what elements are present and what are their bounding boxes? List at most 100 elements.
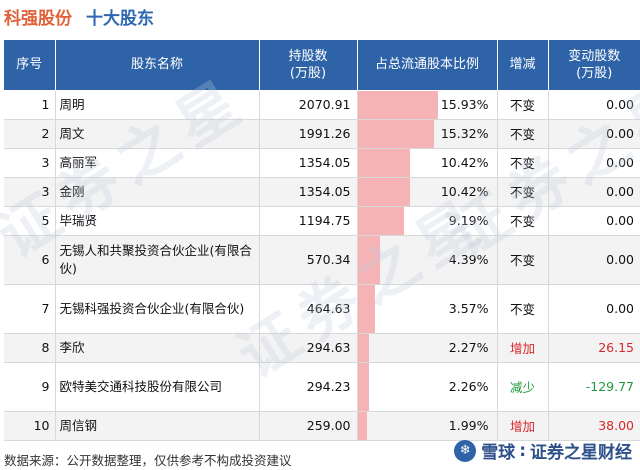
- ratio-cell: 4.39%: [357, 235, 498, 285]
- table-row: 5 毕瑞贤 1194.75 9.19% 不变 0.00: [4, 206, 640, 236]
- ratio-cell: 3.57%: [357, 284, 498, 334]
- shareholder-name-cell: 欧特美交通科技股份有限公司: [55, 362, 260, 412]
- ratio-cell: 9.19%: [357, 206, 498, 236]
- table-row: 8 李欣 294.63 2.27% 增加 26.15: [4, 333, 640, 363]
- source-note: 数据来源：公开数据整理，仅供参考不构成投资建议: [4, 453, 292, 468]
- delta-cell: 38.00: [548, 411, 640, 441]
- col-header-change: 增减: [497, 40, 549, 91]
- shareholder-name-cell: 无锡人和共聚投资合伙企业(有限合伙): [55, 235, 260, 285]
- ratio-cell: 10.42%: [357, 177, 498, 207]
- rank-cell: 6: [4, 235, 56, 285]
- ratio-value: 10.42%: [440, 155, 489, 170]
- table-header-row: 序号 股东名称 持股数 (万股) 占总流通股本比例 增减 变动股数 (万股): [4, 40, 640, 91]
- brand-separator: :: [519, 440, 526, 461]
- change-cell: 不变: [497, 206, 549, 236]
- ratio-value: 1.99%: [448, 418, 489, 433]
- ratio-value: 15.93%: [440, 97, 489, 112]
- delta-cell: 0.00: [548, 90, 640, 120]
- shares-cell: 464.63: [259, 284, 358, 334]
- table-row: 2 周文 1991.26 15.32% 不变 0.00: [4, 119, 640, 149]
- delta-cell: 0.00: [548, 206, 640, 236]
- change-cell: 增加: [497, 333, 549, 363]
- col-header-line: 持股数: [288, 48, 328, 64]
- shareholder-name-cell: 毕瑞贤: [55, 206, 260, 236]
- ratio-value: 9.19%: [448, 213, 489, 228]
- shareholder-name-cell: 李欣: [55, 333, 260, 363]
- col-header-delta: 变动股数 (万股): [548, 40, 640, 91]
- delta-cell: 0.00: [548, 235, 640, 285]
- ratio-cell: 1.99%: [357, 411, 498, 441]
- ratio-cell: 2.27%: [357, 333, 498, 363]
- col-header-line: (万股): [289, 65, 327, 81]
- brand-name: 雪球: [481, 443, 516, 463]
- col-header-line: 变动股数: [568, 48, 621, 64]
- title-bar: 科强股份 十大股东: [4, 2, 154, 30]
- shareholder-name-cell: 周明: [55, 90, 260, 120]
- shareholders-table: 序号 股东名称 持股数 (万股) 占总流通股本比例 增减 变动股数 (万股) 1 周明…: [4, 40, 640, 441]
- table-row: 10 周信钢 259.00 1.99% 增加 38.00: [4, 411, 640, 441]
- table-row: 7 无锡科强投资合伙企业(有限合伙) 464.63 3.57% 不变 0.00: [4, 284, 640, 334]
- brand-partner: 证券之星财经: [530, 443, 632, 463]
- company-title: 科强股份: [4, 8, 72, 29]
- col-header-ratio: 占总流通股本比例: [357, 40, 498, 91]
- shares-cell: 2070.91: [259, 90, 358, 120]
- change-cell: 不变: [497, 119, 549, 149]
- ratio-value: 3.57%: [448, 301, 489, 316]
- shares-cell: 294.63: [259, 333, 358, 363]
- shareholder-name-cell: 周文: [55, 119, 260, 149]
- change-cell: 不变: [497, 284, 549, 334]
- rank-cell: 3: [4, 148, 56, 178]
- delta-cell: 0.00: [548, 119, 640, 149]
- rank-cell: 10: [4, 411, 56, 441]
- rank-cell: 5: [4, 206, 56, 236]
- shareholder-name-cell: 无锡科强投资合伙企业(有限合伙): [55, 284, 260, 334]
- rank-cell: 3: [4, 177, 56, 207]
- table-row: 3 高丽军 1354.05 10.42% 不变 0.00: [4, 148, 640, 178]
- shares-cell: 570.34: [259, 235, 358, 285]
- table-row: 3 金刚 1354.05 10.42% 不变 0.00: [4, 177, 640, 207]
- change-cell: 增加: [497, 411, 549, 441]
- col-header-line: (万股): [576, 65, 613, 81]
- delta-cell: 0.00: [548, 284, 640, 334]
- ratio-bar: [357, 235, 380, 284]
- snowball-logo-icon: ❄: [454, 439, 477, 462]
- ratio-bar: [357, 148, 410, 177]
- ratio-value: 2.27%: [448, 340, 489, 355]
- table-row: 6 无锡人和共聚投资合伙企业(有限合伙) 570.34 4.39% 不变 0.00: [4, 235, 640, 285]
- shareholder-name-cell: 周信钢: [55, 411, 260, 441]
- ratio-bar: [357, 333, 369, 362]
- shares-cell: 1354.05: [259, 148, 358, 178]
- ratio-bar: [357, 411, 368, 440]
- change-cell: 不变: [497, 177, 549, 207]
- section-title: 十大股东: [86, 8, 154, 29]
- rank-cell: 1: [4, 90, 56, 120]
- shares-cell: 294.23: [259, 362, 358, 412]
- shares-cell: 1354.05: [259, 177, 358, 207]
- shares-cell: 1991.26: [259, 119, 358, 149]
- delta-cell: 0.00: [548, 177, 640, 207]
- ratio-bar: [357, 90, 438, 119]
- shares-cell: 259.00: [259, 411, 358, 441]
- delta-cell: 0.00: [548, 148, 640, 178]
- ratio-value: 15.32%: [440, 126, 489, 141]
- col-header-rank: 序号: [4, 40, 56, 91]
- change-cell: 不变: [497, 148, 549, 178]
- ratio-cell: 10.42%: [357, 148, 498, 178]
- ratio-value: 4.39%: [448, 252, 489, 267]
- ratio-cell: 15.93%: [357, 90, 498, 120]
- ratio-cell: 15.32%: [357, 119, 498, 149]
- table-row: 9 欧特美交通科技股份有限公司 294.23 2.26% 减少 -129.77: [4, 362, 640, 412]
- change-cell: 不变: [497, 90, 549, 120]
- change-cell: 不变: [497, 235, 549, 285]
- table-row: 1 周明 2070.91 15.93% 不变 0.00: [4, 90, 640, 120]
- col-header-shares: 持股数 (万股): [259, 40, 358, 91]
- shareholder-name-cell: 高丽军: [55, 148, 260, 178]
- ratio-cell: 2.26%: [357, 362, 498, 412]
- ratio-bar: [357, 362, 369, 411]
- rank-cell: 7: [4, 284, 56, 334]
- ratio-bar: [357, 119, 435, 148]
- change-cell: 减少: [497, 362, 549, 412]
- rank-cell: 9: [4, 362, 56, 412]
- ratio-bar: [357, 177, 410, 206]
- ratio-bar: [357, 206, 404, 235]
